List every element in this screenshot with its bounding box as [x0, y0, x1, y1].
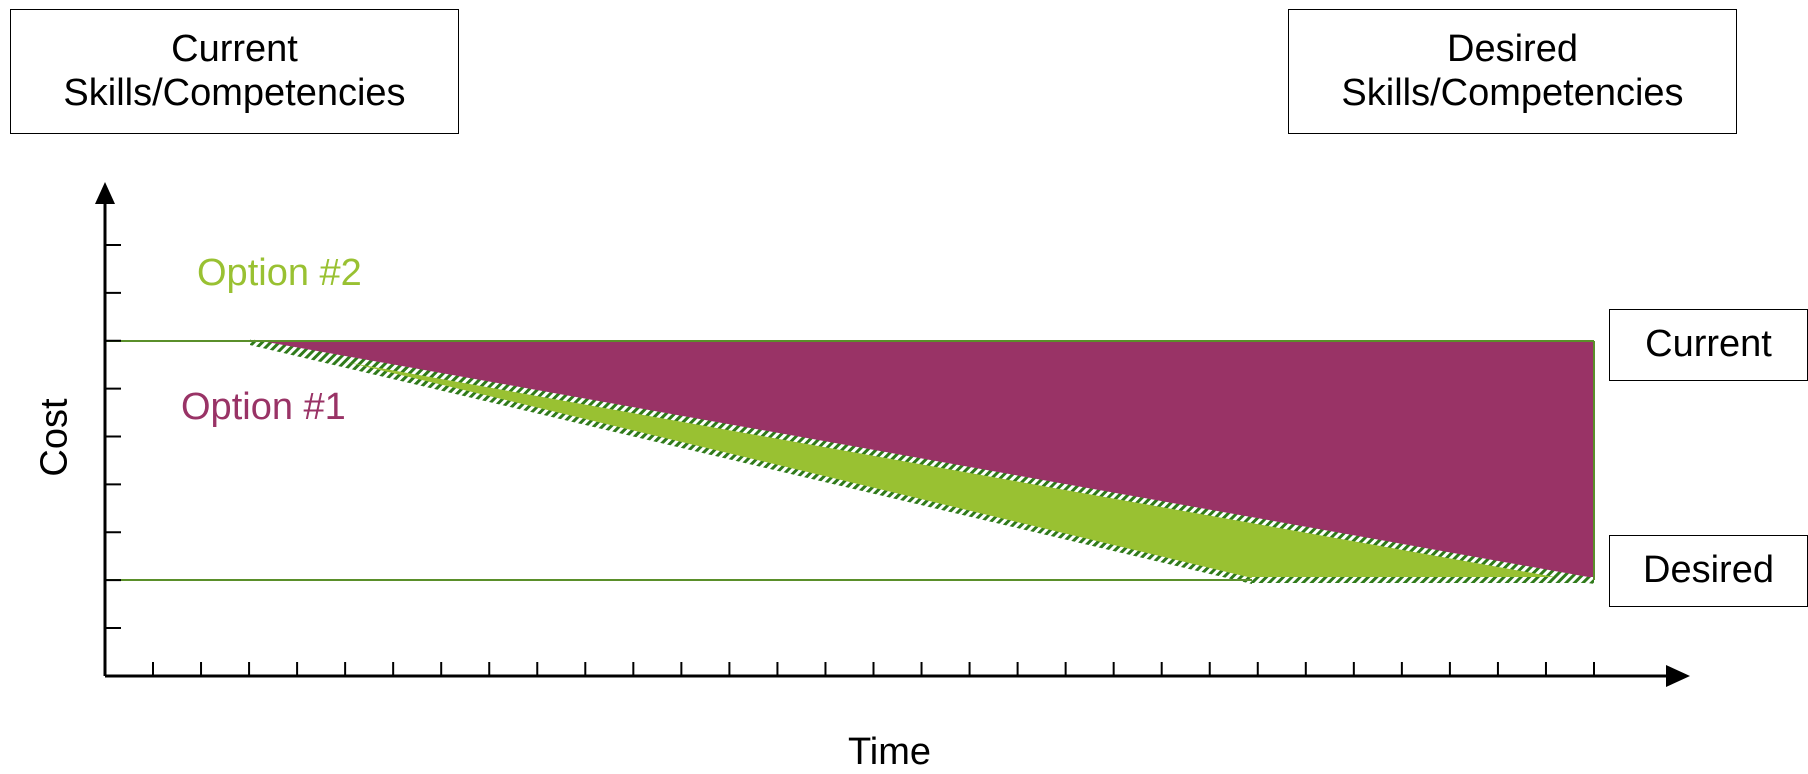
x-axis-ticks [152, 662, 1595, 676]
desired-skills-line2: Skills/Competencies [1341, 71, 1684, 114]
desired-skills-box: Desired Skills/Competencies [1288, 9, 1737, 134]
option1-hatched-edge [250, 339, 1594, 584]
desired-level-label: Desired [1643, 549, 1774, 592]
y-axis-arrowhead [95, 182, 115, 204]
desired-level-box: Desired [1609, 535, 1808, 607]
option1-label: Option #1 [181, 386, 346, 428]
option2-label: Option #2 [197, 252, 362, 294]
x-axis-label: Time [848, 731, 932, 773]
current-skills-box: Current Skills/Competencies [10, 9, 459, 134]
current-skills-line2: Skills/Competencies [63, 71, 406, 114]
x-axis-arrowhead [1666, 665, 1690, 687]
desired-skills-line1: Desired [1447, 27, 1578, 70]
current-skills-line1: Current [171, 27, 298, 70]
desired-hatched-edge [1252, 577, 1594, 583]
y-axis-ticks [105, 244, 121, 629]
current-level-label: Current [1645, 323, 1772, 366]
option2-hatched-edge [250, 339, 1252, 584]
y-axis-label: Cost [33, 398, 76, 477]
current-level-box: Current [1609, 309, 1808, 381]
